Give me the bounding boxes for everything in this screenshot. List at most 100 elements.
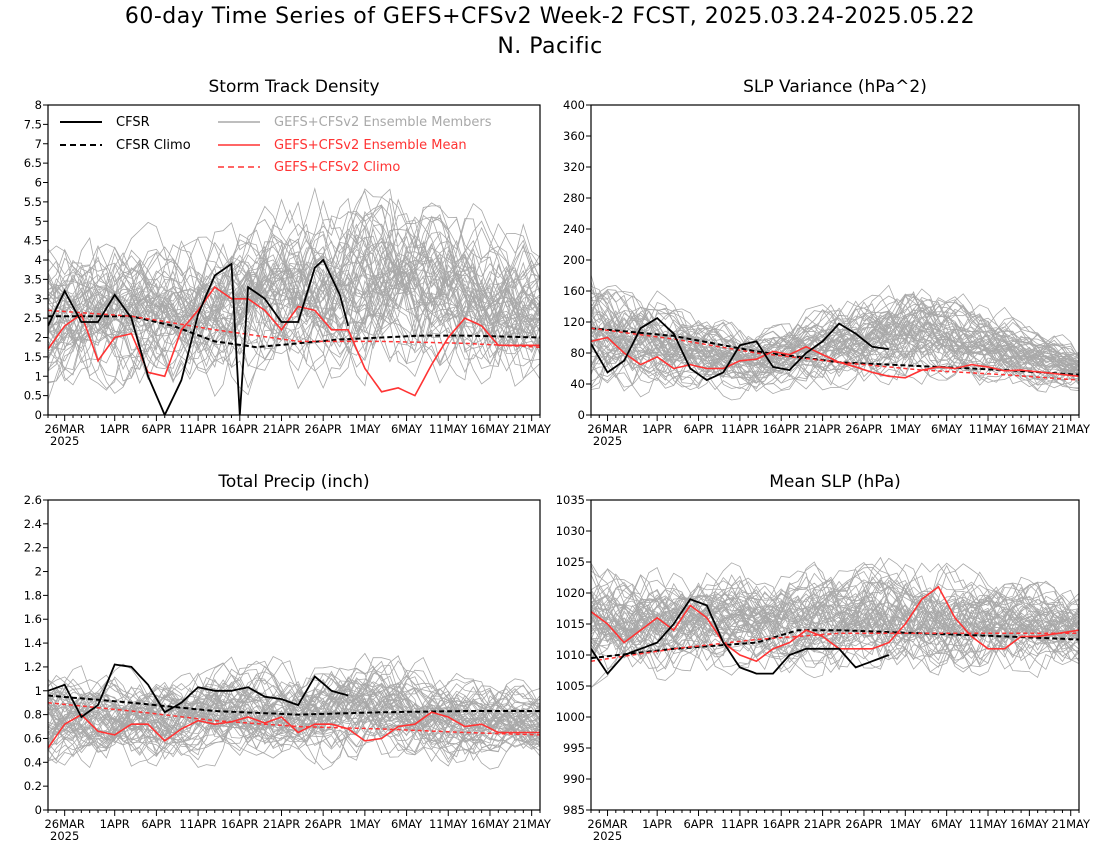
- x-tick-label: 11MAY: [429, 422, 469, 436]
- x-year-label: 2025: [50, 434, 79, 448]
- ensemble-member-line: [48, 245, 540, 346]
- ensemble-member-line: [591, 301, 1079, 380]
- ensemble-member-line: [591, 589, 1079, 658]
- ensemble-member-line: [48, 205, 540, 401]
- series-cfsr-line: [591, 316, 889, 382]
- ensemble-member-line: [591, 595, 1079, 644]
- ensemble-member-line: [48, 231, 540, 354]
- y-tick-label: 160: [563, 284, 585, 298]
- x-tick-label: 26MAR: [587, 422, 627, 436]
- y-tick-label: 6.5: [24, 156, 42, 170]
- x-tick-label: 6APR: [683, 422, 713, 436]
- ensemble-member-line: [48, 234, 540, 382]
- x-tick-label: 21MAY: [1051, 817, 1091, 831]
- ensemble-member-line: [591, 562, 1079, 676]
- chart-panel-1: 0 0.5 1 1.5 2 2.5 3 3.5 4 4.5 5 5.5 6 6.5 7 7.5 8 26MAR 1A…: [24, 77, 552, 448]
- legend-label-cfsr-climo: CFSR Climo: [116, 138, 191, 153]
- y-tick-label: 1025: [556, 555, 585, 569]
- figure-subtitle: N. Pacific: [497, 34, 603, 59]
- ensemble-member-line: [591, 575, 1079, 671]
- ensemble-member-line: [591, 587, 1079, 660]
- y-tick-label: 7: [35, 137, 42, 151]
- x-tick-label: 6MAY: [931, 817, 963, 831]
- y-tick-label: 120: [563, 315, 585, 329]
- ensemble-member-line: [591, 291, 1079, 391]
- x-tick-label: 26MAR: [44, 422, 84, 436]
- ensemble-member-line: [591, 315, 1079, 369]
- x-tick-label: 16APR: [221, 422, 258, 436]
- x-tick-label: 16APR: [221, 817, 258, 831]
- ensemble-member-line: [591, 311, 1079, 379]
- plot-frame: [47, 499, 541, 811]
- legend-label-cfsr: CFSR: [116, 115, 150, 130]
- ensemble-member-line: [591, 566, 1079, 676]
- ensemble-member-line: [591, 290, 1079, 392]
- y-tick-label: 80: [570, 346, 585, 360]
- ensemble-member-line: [48, 693, 540, 741]
- y-tick-label: 6: [35, 176, 42, 190]
- plot-area: [48, 652, 540, 771]
- x-tick-label: 1MAY: [890, 422, 922, 436]
- x-tick-label: 21APR: [263, 817, 300, 831]
- y-tick-label: 400: [563, 98, 585, 112]
- x-tick-label: 21MAY: [512, 422, 552, 436]
- ensemble-member-line: [591, 569, 1079, 671]
- series-cfsr-climo-line: [48, 694, 540, 716]
- x-tick-label: 1MAY: [349, 422, 381, 436]
- x-tick-label: 26MAR: [44, 817, 84, 831]
- y-tick-label: 4: [35, 253, 42, 267]
- x-tick-label: 16MAY: [471, 422, 511, 436]
- ensemble-member-line: [48, 234, 540, 335]
- x-tick-label: 26APR: [304, 422, 341, 436]
- ensemble-member-line: [48, 678, 540, 748]
- x-tick-label: 16APR: [763, 422, 800, 436]
- ensemble-member-line: [48, 683, 540, 745]
- x-tick-label: 1APR: [642, 422, 672, 436]
- series-gefs-climo-line: [591, 327, 1079, 381]
- y-tick-label: 1.8: [24, 588, 42, 602]
- ensemble-member-line: [48, 214, 540, 372]
- x-tick-label: 6MAY: [391, 422, 423, 436]
- chart-panel-2: 0 40 80 120 160 200 240 280 320 360 400 26MAR 1APR 6A…: [563, 77, 1091, 448]
- y-tick-label: 1030: [556, 524, 585, 538]
- y-tick-label: 2.5: [24, 311, 42, 325]
- ensemble-member-line: [48, 665, 540, 767]
- series-cfsr-line: [48, 258, 350, 415]
- y-tick-label: 0: [35, 803, 42, 817]
- y-tick-label: 990: [563, 772, 585, 786]
- ensemble-member-line: [591, 590, 1079, 656]
- ensemble-member-line: [48, 258, 540, 341]
- x-tick-label: 6MAY: [391, 817, 423, 831]
- series-gefs-climo-line: [48, 309, 540, 348]
- ensemble-member-line: [48, 662, 540, 763]
- ensemble-member-line: [591, 310, 1079, 382]
- y-tick-label: 7.5: [24, 117, 42, 131]
- x-tick-label: 26APR: [845, 422, 882, 436]
- y-tick-label: 0.6: [24, 731, 42, 745]
- ensemble-member-line: [591, 587, 1079, 652]
- x-tick-label: 21APR: [263, 422, 300, 436]
- x-year-label: 2025: [593, 434, 622, 448]
- x-tick-label: 16MAY: [1010, 422, 1050, 436]
- ensemble-member-line: [48, 198, 540, 389]
- legend: CFSR CFSR Climo GEFS+CFSv2 Ensemble Member…: [60, 115, 492, 175]
- plot-area: [591, 274, 1079, 401]
- y-tick-label: 3: [35, 292, 42, 306]
- figure-title: 60-day Time Series of GEFS+CFSv2 Week-2 …: [124, 4, 976, 29]
- y-tick-label: 4.5: [24, 234, 42, 248]
- y-tick-label: 2.4: [24, 517, 42, 531]
- ensemble-member-line: [591, 295, 1079, 375]
- ensemble-member-line: [591, 581, 1079, 660]
- y-tick-label: 5.5: [24, 195, 42, 209]
- ensemble-member-line: [591, 284, 1079, 387]
- panel-title: SLP Variance (hPa^2): [743, 77, 927, 97]
- ensemble-member-line: [48, 190, 540, 382]
- ensemble-member-line: [591, 563, 1079, 666]
- y-tick-label: 2: [35, 565, 42, 579]
- panel-title: Total Precip (inch): [217, 472, 369, 492]
- x-tick-label: 16MAY: [1010, 817, 1050, 831]
- ensemble-member-line: [48, 655, 540, 755]
- x-tick-label: 11APR: [721, 422, 758, 436]
- ensemble-member-line: [591, 588, 1079, 661]
